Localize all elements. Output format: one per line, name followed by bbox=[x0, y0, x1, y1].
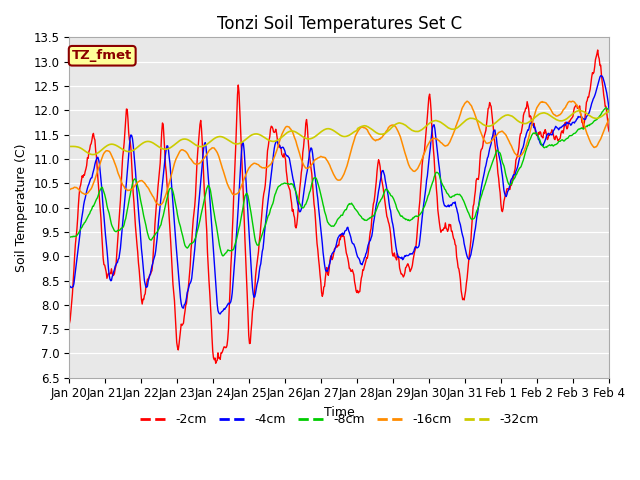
-2cm bbox=[212, 360, 220, 366]
-32cm bbox=[611, 105, 619, 111]
-8cm bbox=[220, 253, 227, 259]
-2cm bbox=[268, 124, 276, 130]
-16cm bbox=[239, 178, 247, 183]
-16cm bbox=[450, 130, 458, 136]
-32cm bbox=[89, 152, 97, 157]
-4cm bbox=[597, 73, 605, 79]
-8cm bbox=[268, 203, 276, 208]
-4cm bbox=[268, 165, 276, 171]
-4cm bbox=[290, 179, 298, 185]
-16cm bbox=[417, 157, 425, 163]
-8cm bbox=[450, 193, 458, 199]
Line: -32cm: -32cm bbox=[69, 108, 640, 155]
-8cm bbox=[65, 234, 73, 240]
-2cm bbox=[594, 47, 602, 53]
-4cm bbox=[239, 142, 247, 147]
X-axis label: Time: Time bbox=[324, 406, 355, 419]
Line: -2cm: -2cm bbox=[69, 50, 640, 363]
-8cm bbox=[602, 105, 610, 111]
-16cm bbox=[290, 132, 298, 138]
-4cm bbox=[450, 200, 458, 205]
-2cm bbox=[450, 236, 458, 241]
-32cm bbox=[239, 138, 247, 144]
Legend: -2cm, -4cm, -8cm, -16cm, -32cm: -2cm, -4cm, -8cm, -16cm, -32cm bbox=[135, 408, 543, 431]
-4cm bbox=[417, 222, 425, 228]
-8cm bbox=[133, 180, 141, 186]
-8cm bbox=[290, 184, 298, 190]
-32cm bbox=[290, 129, 298, 134]
Line: -8cm: -8cm bbox=[69, 108, 640, 256]
Y-axis label: Soil Temperature (C): Soil Temperature (C) bbox=[15, 144, 28, 272]
-16cm bbox=[156, 202, 163, 208]
-32cm bbox=[134, 144, 141, 150]
-4cm bbox=[65, 284, 73, 289]
-2cm bbox=[239, 197, 247, 203]
-4cm bbox=[133, 188, 141, 193]
-2cm bbox=[417, 175, 425, 181]
-4cm bbox=[216, 311, 224, 317]
-2cm bbox=[290, 212, 298, 218]
-16cm bbox=[65, 187, 73, 192]
-32cm bbox=[417, 127, 425, 133]
-32cm bbox=[65, 144, 73, 149]
-32cm bbox=[268, 138, 276, 144]
-32cm bbox=[450, 126, 458, 132]
-8cm bbox=[239, 201, 247, 207]
Line: -16cm: -16cm bbox=[69, 81, 640, 205]
-2cm bbox=[133, 241, 141, 247]
-8cm bbox=[417, 210, 425, 216]
-16cm bbox=[133, 180, 141, 186]
Text: TZ_fmet: TZ_fmet bbox=[72, 49, 132, 62]
Line: -4cm: -4cm bbox=[69, 76, 640, 314]
-16cm bbox=[268, 159, 276, 165]
-2cm bbox=[65, 321, 73, 326]
Title: Tonzi Soil Temperatures Set C: Tonzi Soil Temperatures Set C bbox=[216, 15, 462, 33]
